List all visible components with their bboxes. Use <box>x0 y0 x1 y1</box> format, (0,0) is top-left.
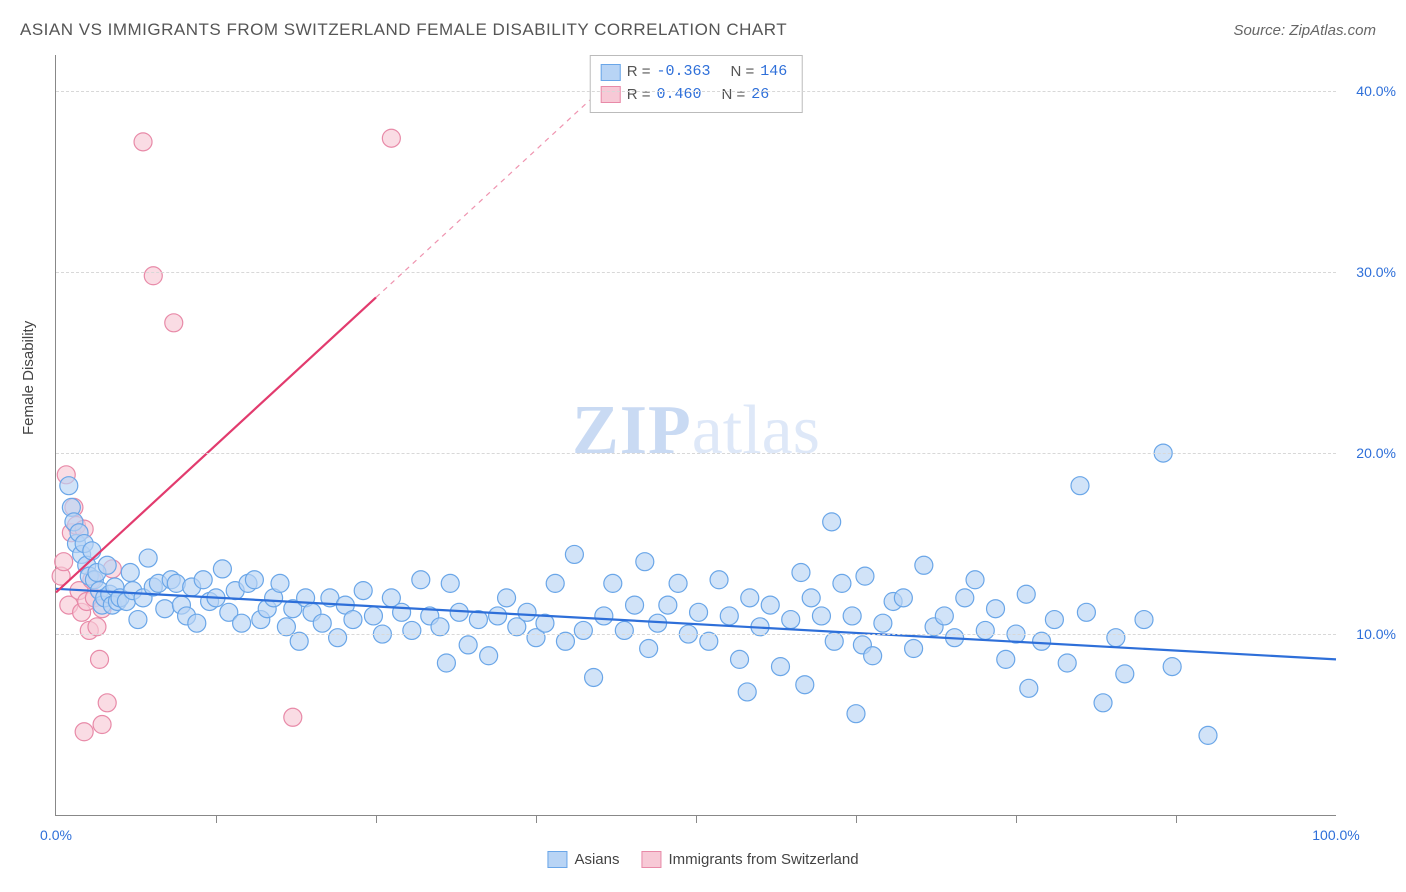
y-tick-label: 30.0% <box>1356 264 1396 280</box>
x-tick-label: 100.0% <box>1312 827 1359 843</box>
swatch-swiss <box>601 86 621 103</box>
y-tick-label: 40.0% <box>1356 83 1396 99</box>
y-tick-label: 10.0% <box>1356 626 1396 642</box>
stats-legend-box: R = -0.363 N = 146 R = 0.460 N = 26 <box>590 55 803 113</box>
plot-area: ZIPatlas R = -0.363 N = 146 R = 0.460 N … <box>55 55 1336 816</box>
stats-row-asians: R = -0.363 N = 146 <box>601 61 788 84</box>
chart-svg <box>56 55 1336 815</box>
bottom-legend: Asians Immigrants from Switzerland <box>547 851 858 868</box>
swatch-asians <box>601 64 621 81</box>
x-tick-label: 0.0% <box>40 827 72 843</box>
legend-label-asians: Asians <box>574 851 619 868</box>
stats-row-swiss: R = 0.460 N = 26 <box>601 84 788 107</box>
source-attribution: Source: ZipAtlas.com <box>1233 22 1376 39</box>
legend-swatch-asians <box>547 851 567 868</box>
y-tick-label: 20.0% <box>1356 445 1396 461</box>
legend-item-swiss: Immigrants from Switzerland <box>641 851 858 868</box>
y-axis-title: Female Disability <box>20 321 37 435</box>
legend-swatch-swiss <box>641 851 661 868</box>
legend-label-swiss: Immigrants from Switzerland <box>668 851 858 868</box>
chart-title: ASIAN VS IMMIGRANTS FROM SWITZERLAND FEM… <box>20 20 787 40</box>
legend-item-asians: Asians <box>547 851 619 868</box>
